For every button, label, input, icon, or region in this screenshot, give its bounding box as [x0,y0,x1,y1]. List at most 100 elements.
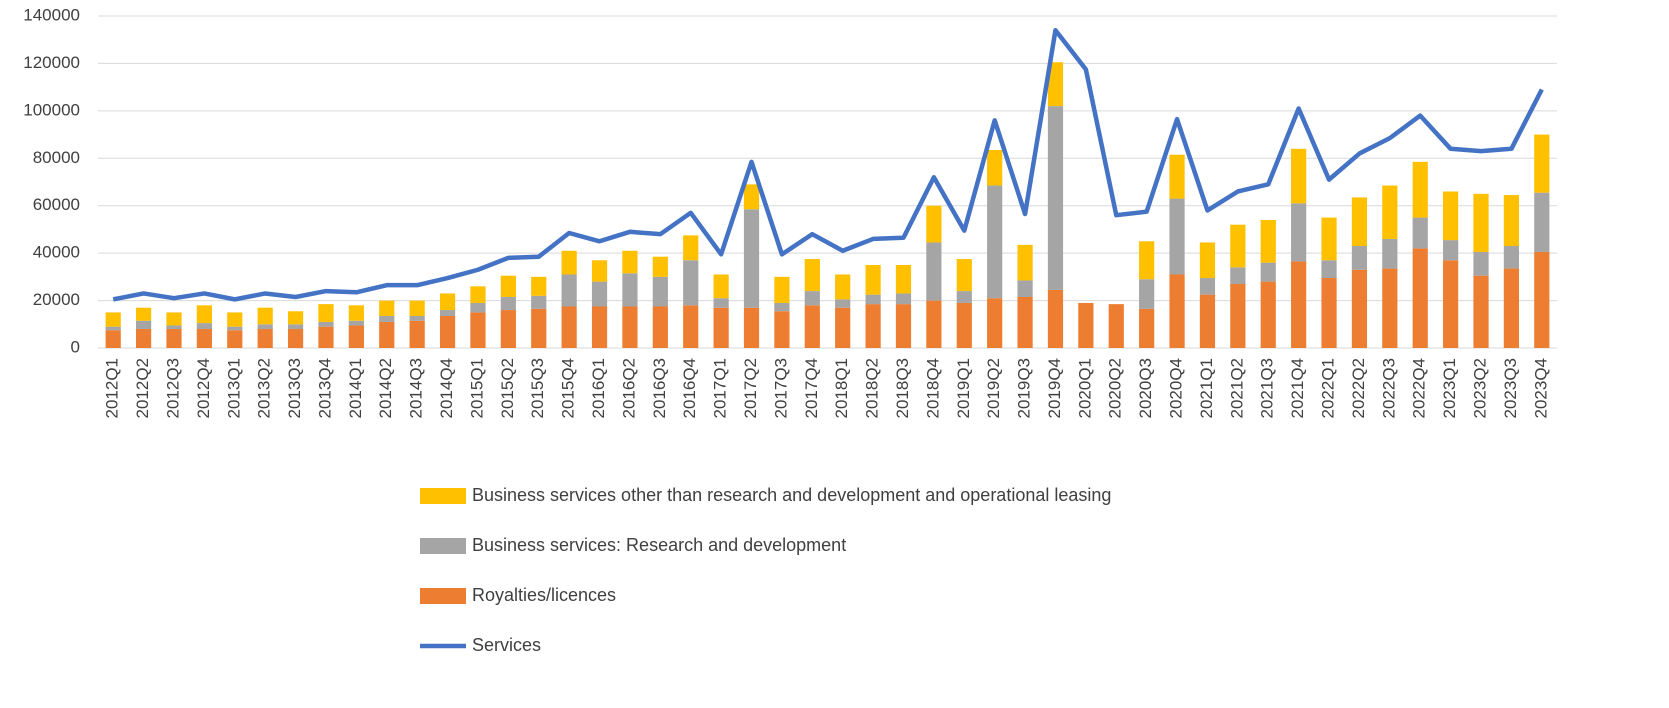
bar-segment [287,324,304,330]
y-tick-label: 0 [71,337,80,356]
y-tick-label: 60000 [33,195,80,214]
bar-segment [652,276,668,307]
bar-segment [865,265,881,295]
bar-segment [1169,198,1185,275]
x-tick-label: 2019Q3 [1015,358,1034,419]
bar-segment [1443,191,1459,241]
bar-segment [227,312,243,327]
y-tick-label: 40000 [33,243,80,262]
bar-segment [409,320,425,348]
x-tick-label: 2012Q2 [133,358,152,419]
x-tick-label: 2013Q3 [285,358,304,419]
bar-segment [105,326,121,331]
bar-segment [865,294,881,305]
bar-segment [1199,242,1216,279]
x-tick-label: 2012Q3 [163,358,182,419]
bar-segment [531,276,547,296]
bar-segment [1017,297,1033,348]
bar-segment [1473,275,1489,348]
bar-segment [1169,274,1185,348]
bar-segment [1260,281,1276,348]
bar-segment [318,321,334,327]
x-tick-label: 2016Q1 [589,358,608,419]
bar-segment [1078,302,1094,348]
bar-segment [1503,246,1520,269]
bar-segment [1291,148,1307,204]
bar-segment [804,305,820,348]
bar-segment [318,326,334,348]
bar-segment [1473,193,1489,252]
bar-segment [987,185,1003,299]
bar-segment [470,302,486,313]
legend-label: Services [472,635,541,655]
bar-segment [379,315,395,322]
bar-segment [926,300,942,348]
bar-segment [683,260,699,306]
bar-segment [622,273,638,307]
bar-segment [470,312,486,348]
y-tick-label: 100000 [23,100,80,119]
bar-segment [227,326,243,331]
x-tick-label: 2016Q4 [680,358,699,419]
y-tick-label: 20000 [33,290,80,309]
bar-segment [1260,219,1276,263]
bar-segment [743,184,760,210]
x-tick-label: 2020Q1 [1075,358,1094,419]
bar-segment [1412,217,1428,249]
bar-segment [500,275,516,298]
x-tick-label: 2023Q3 [1501,358,1520,419]
bar-segment [1230,283,1246,348]
bar-segment [439,310,456,316]
bar-segment [652,256,668,277]
bar-segment [591,281,608,307]
bar-segment [1230,267,1246,284]
bar-segment [1139,279,1155,309]
bar-segment [804,291,820,306]
bar-segment [956,259,972,292]
bar-segment [1351,246,1368,270]
x-tick-label: 2021Q4 [1288,358,1307,419]
bar-segment [561,274,577,307]
bar-segment [257,307,273,325]
bar-segment [409,315,425,321]
bar-segment [713,274,729,299]
bar-segment [622,306,638,348]
x-tick-label: 2014Q4 [437,358,456,419]
bar-segment [1443,240,1459,261]
bar-segment [987,149,1003,186]
bar-segment [1139,308,1155,348]
bar-segment [1291,203,1307,262]
bar-segment [622,250,638,274]
bar-segment [500,297,516,311]
bar-segment [196,323,212,330]
bar-segment [774,276,790,303]
legend-swatch [420,588,466,604]
bar-segment [1047,106,1064,290]
bar-segment [227,330,243,348]
legend-label: Royalties/licences [472,585,616,605]
bar-segment [257,329,273,348]
bar-segment [1169,154,1185,199]
bar-segment [135,307,152,321]
x-tick-label: 2021Q3 [1258,358,1277,419]
x-tick-label: 2017Q4 [802,358,821,419]
bar-segment [774,311,790,348]
bar-segment [835,307,851,348]
bar-segment [926,205,942,243]
bar-segment [1199,278,1216,295]
bar-segment [683,305,699,348]
bar-segment [1139,241,1155,280]
bar-segment [287,311,304,325]
x-tick-label: 2014Q2 [376,358,395,419]
x-tick-label: 2019Q2 [984,358,1003,419]
bar-segment [713,298,729,308]
bar-segment [196,329,212,348]
bar-segment [895,304,912,348]
bar-segment [287,329,304,348]
x-tick-label: 2018Q2 [863,358,882,419]
x-tick-label: 2015Q1 [467,358,486,419]
bar-segment [804,259,820,292]
bar-segment [1443,260,1459,348]
x-tick-label: 2013Q4 [315,358,334,419]
